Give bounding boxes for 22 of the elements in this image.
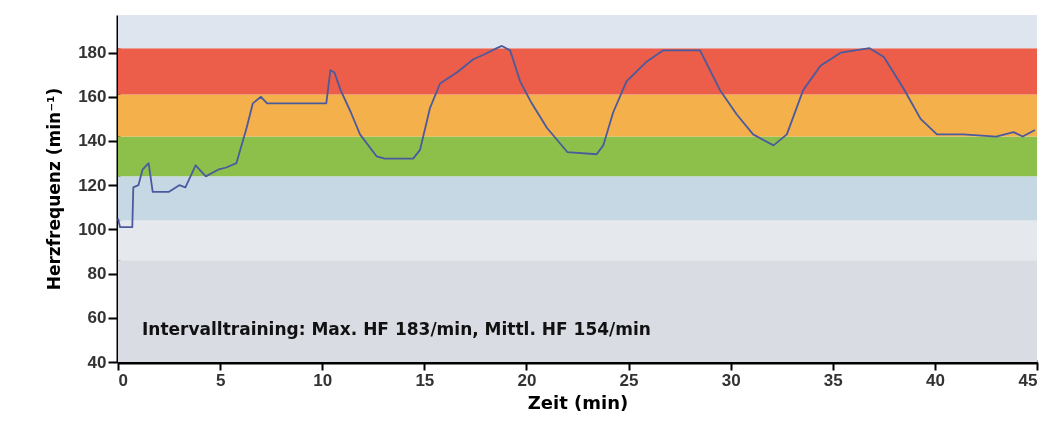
y-tick-label: 160	[78, 87, 107, 107]
y-axis-title: Herzfrequenz (min⁻¹)	[44, 87, 65, 291]
x-tick-label: 10	[313, 370, 333, 390]
x-tick-label: 0	[118, 370, 128, 390]
x-tick-label: 5	[215, 370, 226, 390]
x-tick-label: 15	[415, 370, 435, 390]
x-tick-label: 35	[823, 370, 843, 390]
y-tick-label: 100	[78, 219, 107, 239]
x-tick-label: 25	[619, 370, 639, 390]
x-tick-label: 20	[517, 370, 537, 390]
y-tick-label: 120	[78, 175, 107, 195]
x-tick-label: 40	[925, 370, 945, 390]
x-axis-title: Zeit (min)	[527, 391, 629, 413]
y-tick-label: 80	[87, 264, 107, 284]
x-tick-label: 45	[1018, 370, 1038, 390]
y-tick-label: 180	[78, 43, 107, 63]
line-series	[117, 45, 1036, 229]
annotation: Intervalltraining: Max. HF 183/min, Mittl. HF 154/min	[142, 319, 651, 339]
x-tick-label: 30	[721, 370, 741, 390]
y-tick-label: 140	[78, 131, 107, 151]
y-tick-label: 60	[87, 308, 107, 328]
y-tick-label: 40	[87, 352, 107, 372]
